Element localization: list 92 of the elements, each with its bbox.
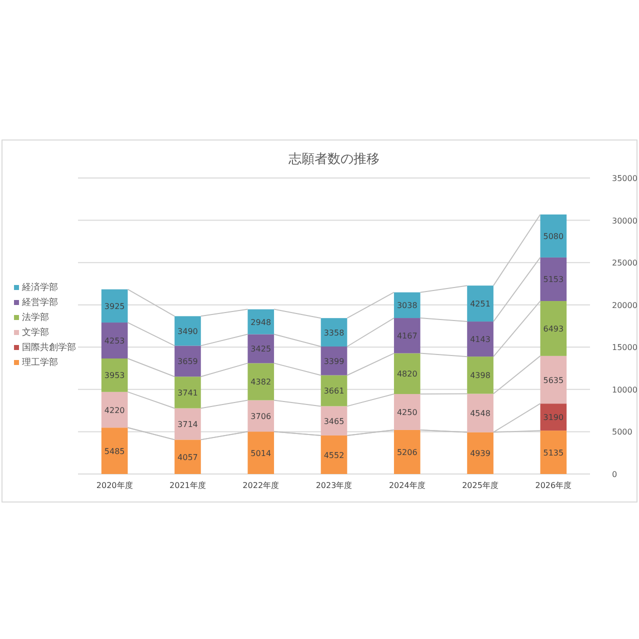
data-label: 3190 xyxy=(543,413,564,422)
legend-label: 法学部 xyxy=(22,312,49,323)
data-label: 5014 xyxy=(250,448,272,458)
x-tick-label: 2026年度 xyxy=(535,481,572,490)
bar xyxy=(467,432,494,474)
bar xyxy=(320,318,348,346)
y-tick-label: 10000 xyxy=(612,385,638,394)
data-label: 3490 xyxy=(178,326,198,336)
data-label: 5635 xyxy=(543,376,564,385)
legend-label: 経営学部 xyxy=(21,297,58,308)
bar xyxy=(320,436,348,474)
data-label: 4220 xyxy=(104,406,125,415)
data-label: 4398 xyxy=(470,371,490,380)
x-tick-label: 2021年度 xyxy=(170,481,206,490)
bar xyxy=(248,432,274,474)
data-label: 4253 xyxy=(104,336,125,346)
data-label: 3399 xyxy=(324,356,344,366)
bar xyxy=(101,322,128,358)
bar xyxy=(174,316,201,346)
data-label: 3038 xyxy=(396,301,418,310)
data-label: 4552 xyxy=(324,450,344,460)
bar xyxy=(540,301,567,356)
bar xyxy=(394,318,420,354)
chart-title: 志願者数の推移 xyxy=(288,152,380,167)
bar xyxy=(174,346,201,377)
bar xyxy=(540,214,567,258)
bar xyxy=(540,430,567,474)
legend-label: 経済学部 xyxy=(21,282,58,293)
x-tick-label: 2025年度 xyxy=(462,481,498,490)
y-tick-label: 15000 xyxy=(612,343,638,352)
data-label: 6493 xyxy=(543,324,564,334)
bar xyxy=(467,322,494,357)
data-label: 4939 xyxy=(470,449,490,458)
data-label: 4820 xyxy=(396,370,418,379)
bar xyxy=(540,404,567,431)
x-tick-label: 2024年度 xyxy=(388,481,426,490)
legend-label: 文学部 xyxy=(22,327,49,338)
bar xyxy=(248,334,274,364)
y-tick-label: 25000 xyxy=(612,258,638,268)
bar xyxy=(101,358,128,392)
data-label: 3714 xyxy=(178,420,198,429)
bar xyxy=(174,440,201,474)
data-label: 3706 xyxy=(250,412,272,421)
bar xyxy=(248,400,274,432)
bar xyxy=(174,376,201,408)
y-tick-label: 0 xyxy=(612,470,618,479)
bar xyxy=(467,356,494,394)
data-label: 4167 xyxy=(396,332,418,341)
data-label: 3659 xyxy=(178,357,198,366)
data-label: 3465 xyxy=(324,416,344,426)
bar xyxy=(394,394,420,430)
bar xyxy=(467,394,494,432)
data-label: 5485 xyxy=(104,446,125,456)
bar xyxy=(101,289,128,323)
data-label: 4548 xyxy=(470,409,490,418)
y-tick-label: 20000 xyxy=(612,300,638,310)
data-label: 3953 xyxy=(104,371,125,380)
x-tick-label: 2022年度 xyxy=(242,481,280,490)
data-label: 4251 xyxy=(470,300,490,309)
data-label: 5135 xyxy=(543,448,564,458)
data-label: 5080 xyxy=(543,232,564,241)
data-label: 4057 xyxy=(178,452,198,462)
data-label: 3661 xyxy=(324,386,344,396)
y-tick-label: 30000 xyxy=(612,216,638,226)
data-label: 4382 xyxy=(250,378,272,387)
y-tick-label: 35000 xyxy=(612,174,638,183)
data-label: 4250 xyxy=(396,408,418,417)
data-label: 2948 xyxy=(250,318,272,327)
bar xyxy=(394,353,420,394)
data-label: 4143 xyxy=(470,335,490,344)
data-label: 3358 xyxy=(324,328,344,338)
bar xyxy=(174,408,201,440)
data-label: 3425 xyxy=(250,344,272,354)
data-label: 3741 xyxy=(178,388,198,398)
bar xyxy=(467,286,494,322)
data-label: 5206 xyxy=(396,448,418,457)
x-tick-label: 2020年度 xyxy=(96,481,133,490)
legend-label: 理工学部 xyxy=(22,357,58,368)
bar xyxy=(320,375,348,406)
bar xyxy=(101,392,128,428)
bar xyxy=(394,292,420,318)
data-label: 5153 xyxy=(543,275,564,284)
bar xyxy=(394,430,420,474)
bar xyxy=(320,406,348,436)
data-label: 3925 xyxy=(104,302,125,311)
bar xyxy=(540,356,567,404)
bar xyxy=(540,257,567,302)
legend-label: 国際共創学部 xyxy=(22,342,76,353)
bar xyxy=(248,363,274,400)
x-tick-label: 2023年度 xyxy=(316,481,352,490)
y-tick-label: 5000 xyxy=(612,428,632,437)
bar xyxy=(101,428,128,474)
